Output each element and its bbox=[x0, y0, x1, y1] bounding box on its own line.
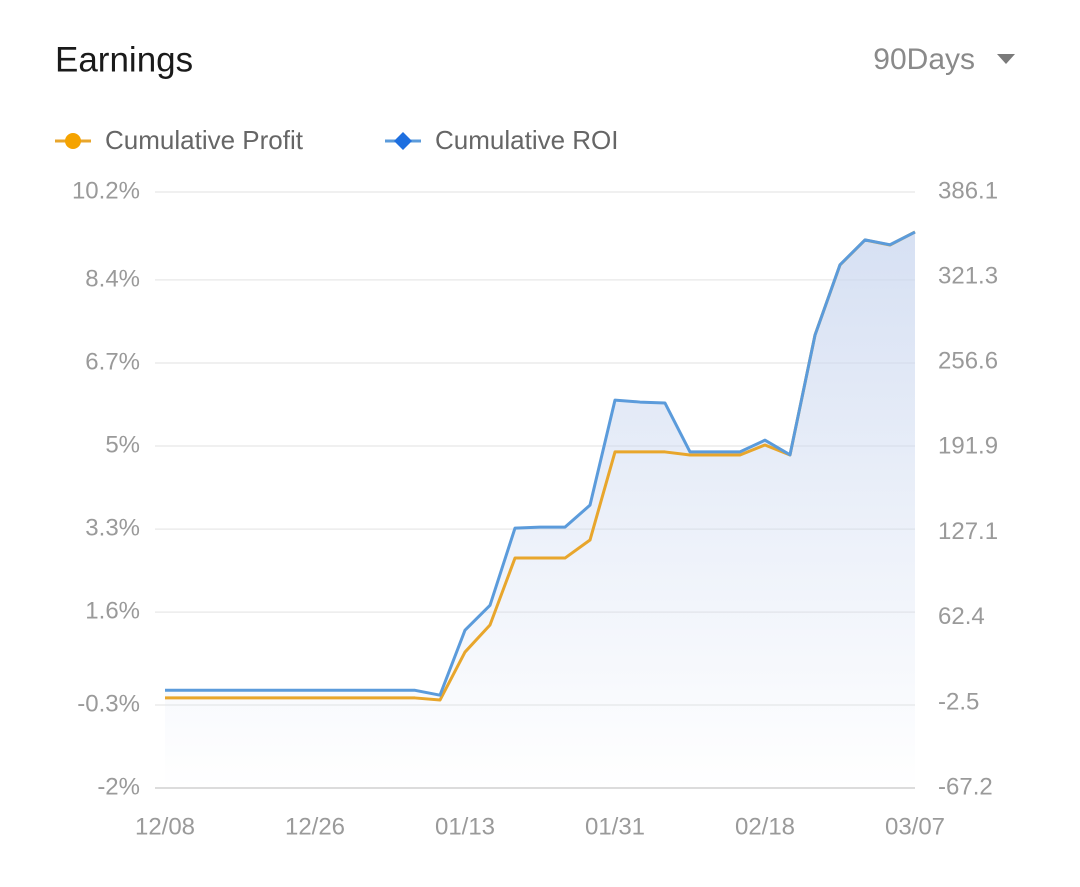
y2-tick-label: 127.1 bbox=[938, 518, 998, 545]
period-dropdown[interactable]: 90Days bbox=[873, 43, 1015, 76]
period-label[interactable]: 90Days bbox=[873, 43, 975, 76]
y2-tick-label: -67.2 bbox=[938, 773, 993, 800]
legend-label: Cumulative Profit bbox=[105, 125, 304, 155]
y2-tick-label: -2.5 bbox=[938, 688, 979, 715]
y2-tick-label: 62.4 bbox=[938, 603, 985, 630]
legend-marker bbox=[65, 133, 81, 149]
chart-title: Earnings bbox=[55, 40, 193, 79]
x-tick-label: 01/31 bbox=[585, 813, 645, 840]
y2-tick-label: 321.3 bbox=[938, 263, 998, 290]
y2-tick-label: 256.6 bbox=[938, 348, 998, 375]
y-tick-label: -0.3% bbox=[77, 690, 140, 717]
x-tick-label: 02/18 bbox=[735, 813, 795, 840]
y2-tick-label: 191.9 bbox=[938, 433, 998, 460]
x-tick-label: 12/26 bbox=[285, 813, 345, 840]
y-tick-label: 8.4% bbox=[85, 265, 140, 292]
y-tick-label: -2% bbox=[97, 773, 140, 800]
y-tick-label: 6.7% bbox=[85, 348, 140, 375]
y-tick-label: 3.3% bbox=[85, 514, 140, 541]
y2-tick-label: 386.1 bbox=[938, 177, 998, 204]
area-fill bbox=[165, 232, 915, 788]
legend-marker bbox=[394, 132, 412, 150]
y-tick-label: 5% bbox=[105, 431, 140, 458]
y-tick-label: 10.2% bbox=[72, 177, 140, 204]
y-tick-label: 1.6% bbox=[85, 597, 140, 624]
dropdown-arrow[interactable] bbox=[997, 54, 1015, 64]
series-line bbox=[165, 230, 916, 697]
x-tick-label: 01/13 bbox=[435, 813, 495, 840]
legend-label: Cumulative ROI bbox=[435, 125, 619, 155]
x-tick-label: 12/08 bbox=[135, 813, 195, 840]
x-tick-label: 03/07 bbox=[885, 813, 945, 840]
